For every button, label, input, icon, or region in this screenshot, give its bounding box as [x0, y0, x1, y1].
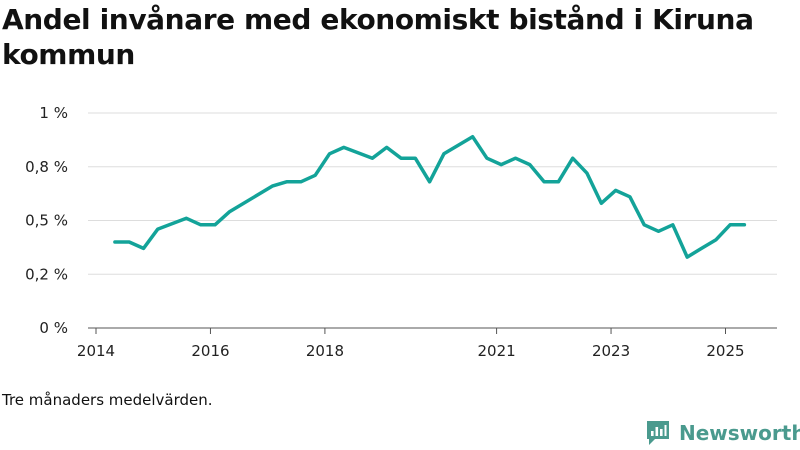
line-chart: 0 % 0,2 % 0,5 % 0,8 % 1 % 2014 2016 2018 2021 20… — [25, 104, 777, 360]
y-tick-label: 0 % — [39, 319, 68, 337]
data-point — [742, 223, 746, 227]
data-point — [628, 195, 632, 199]
x-tick-label: 2016 — [191, 342, 229, 360]
x-tick-label: 2025 — [706, 342, 744, 360]
y-tick-label: 1 % — [39, 104, 68, 122]
data-point — [328, 152, 332, 156]
data-point — [270, 184, 274, 188]
newsworthy-logo[interactable]: Newsworthy — [645, 418, 800, 448]
data-point — [571, 156, 575, 160]
data-point — [428, 180, 432, 184]
y-tick-label: 0,2 % — [25, 265, 68, 283]
x-tick-label: 2021 — [477, 342, 515, 360]
data-point — [127, 240, 131, 244]
data-point — [642, 223, 646, 227]
newsworthy-icon — [647, 421, 669, 445]
data-point — [113, 240, 117, 244]
data-point — [485, 156, 489, 160]
data-point — [514, 156, 518, 160]
data-point — [385, 145, 389, 149]
series-line — [113, 134, 747, 259]
data-point — [614, 188, 618, 192]
data-point — [714, 238, 718, 242]
data-point — [585, 171, 589, 175]
footnote: Tre månaders medelvärden. — [2, 391, 213, 409]
y-tick-label: 0,5 % — [25, 212, 68, 230]
data-point — [542, 180, 546, 184]
data-point — [685, 255, 689, 259]
data-point — [313, 173, 317, 177]
data-point — [413, 156, 417, 160]
data-point — [142, 246, 146, 250]
data-point — [599, 201, 603, 205]
data-point — [442, 152, 446, 156]
data-point — [370, 156, 374, 160]
data-point — [342, 145, 346, 149]
data-point — [556, 180, 560, 184]
data-point — [227, 210, 231, 214]
x-tick-label: 2018 — [306, 342, 344, 360]
chart-title: Andel invånare med ekonomiskt bistånd i … — [2, 3, 754, 71]
data-point — [657, 229, 661, 233]
x-tick-label: 2023 — [592, 342, 630, 360]
x-tick-label: 2014 — [77, 342, 115, 360]
data-point — [499, 163, 503, 167]
data-point — [199, 223, 203, 227]
data-point — [299, 180, 303, 184]
data-point — [728, 223, 732, 227]
data-point — [671, 223, 675, 227]
data-point — [285, 180, 289, 184]
brand-name: Newsworthy — [679, 421, 800, 445]
data-point — [399, 156, 403, 160]
data-point — [184, 216, 188, 220]
data-point — [700, 246, 704, 250]
data-point — [471, 135, 475, 139]
data-point — [213, 223, 217, 227]
data-point — [528, 163, 532, 167]
y-tick-label: 0,8 % — [25, 158, 68, 176]
data-point — [156, 227, 160, 231]
